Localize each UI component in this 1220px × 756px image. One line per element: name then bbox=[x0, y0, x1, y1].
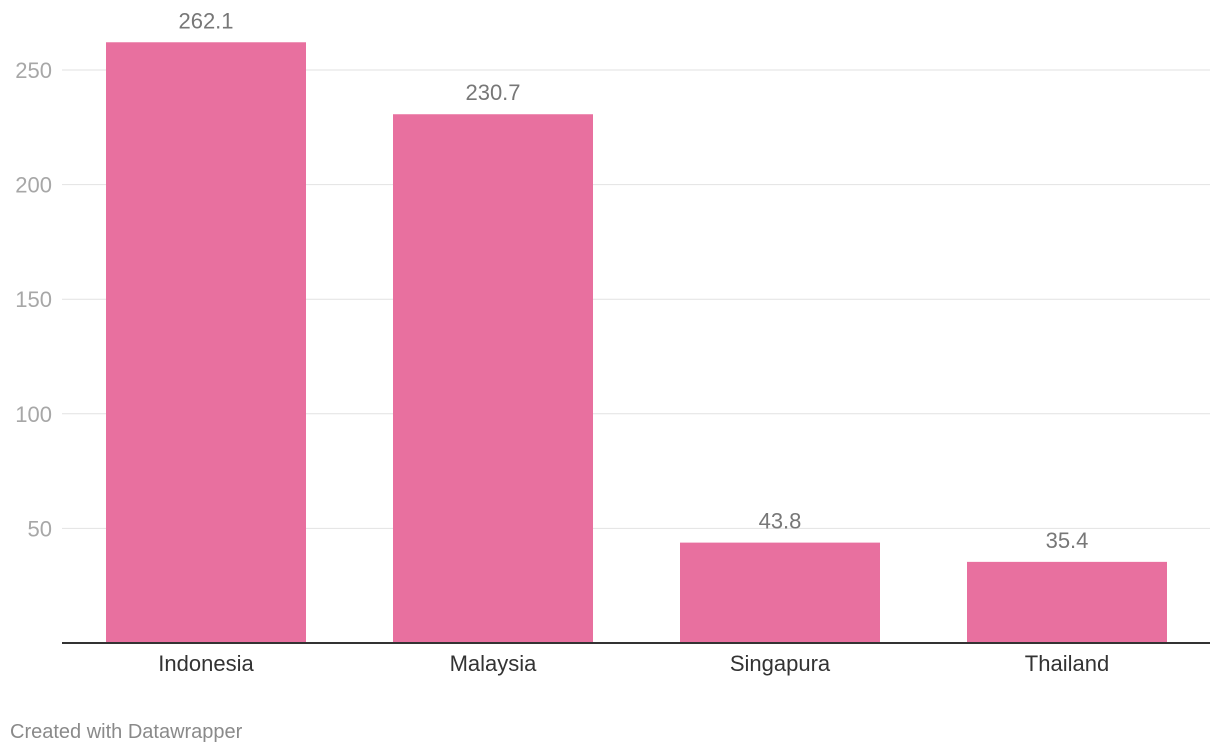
y-axis-ticks: 50 100 150 200 250 bbox=[15, 58, 52, 541]
category-label-indonesia: Indonesia bbox=[158, 651, 254, 676]
value-label-thailand: 35.4 bbox=[1046, 528, 1089, 553]
value-labels: 262.1 230.7 43.8 35.4 bbox=[178, 8, 1088, 553]
credit-text: Created with Datawrapper bbox=[10, 721, 243, 743]
value-label-malaysia: 230.7 bbox=[465, 80, 520, 105]
bars bbox=[106, 42, 1167, 644]
y-tick-label-100: 100 bbox=[15, 402, 52, 427]
bar-malaysia bbox=[393, 114, 593, 644]
bar-indonesia bbox=[106, 42, 306, 644]
category-labels: Indonesia Malaysia Singapura Thailand bbox=[158, 651, 1109, 676]
category-label-malaysia: Malaysia bbox=[450, 651, 538, 676]
bar-singapura bbox=[680, 542, 880, 643]
category-label-singapura: Singapura bbox=[730, 651, 831, 676]
y-tick-label-200: 200 bbox=[15, 173, 52, 198]
y-tick-label-250: 250 bbox=[15, 58, 52, 83]
bar-thailand bbox=[967, 561, 1167, 643]
value-label-singapura: 43.8 bbox=[759, 509, 802, 534]
value-label-indonesia: 262.1 bbox=[178, 8, 233, 33]
y-tick-label-50: 50 bbox=[28, 516, 52, 541]
y-tick-label-150: 150 bbox=[15, 287, 52, 312]
category-label-thailand: Thailand bbox=[1025, 651, 1109, 676]
